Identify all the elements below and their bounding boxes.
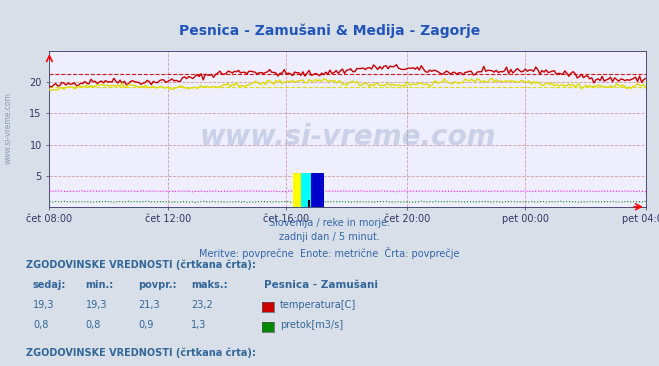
Text: min.:: min.: — [86, 280, 114, 290]
Text: Meritve: povprečne  Enote: metrične  Črta: povprečje: Meritve: povprečne Enote: metrične Črta:… — [199, 247, 460, 259]
Text: ZGODOVINSKE VREDNOSTI (črtkana črta):: ZGODOVINSKE VREDNOSTI (črtkana črta): — [26, 260, 256, 270]
Text: 21,3: 21,3 — [138, 300, 160, 310]
Text: 19,3: 19,3 — [33, 300, 55, 310]
Text: 0,8: 0,8 — [33, 320, 48, 330]
Text: 0,9: 0,9 — [138, 320, 154, 330]
Text: www.si-vreme.com: www.si-vreme.com — [3, 92, 13, 164]
Bar — [293, 172, 305, 207]
Text: ZGODOVINSKE VREDNOSTI (črtkana črta):: ZGODOVINSKE VREDNOSTI (črtkana črta): — [26, 348, 256, 358]
Text: maks.:: maks.: — [191, 280, 228, 290]
Text: www.si-vreme.com: www.si-vreme.com — [200, 123, 496, 151]
Text: 19,3: 19,3 — [86, 300, 107, 310]
Text: sedaj:: sedaj: — [33, 280, 67, 290]
Bar — [301, 172, 313, 207]
Text: 0,8: 0,8 — [86, 320, 101, 330]
Text: Slovenija / reke in morje.: Slovenija / reke in morje. — [269, 218, 390, 228]
Text: temperatura[C]: temperatura[C] — [280, 300, 357, 310]
Bar — [311, 172, 324, 207]
Text: Pesnica - Zamušani & Medija - Zagorje: Pesnica - Zamušani & Medija - Zagorje — [179, 24, 480, 38]
Text: zadnji dan / 5 minut.: zadnji dan / 5 minut. — [279, 232, 380, 242]
Text: povpr.:: povpr.: — [138, 280, 177, 290]
Text: 1,3: 1,3 — [191, 320, 206, 330]
Text: 23,2: 23,2 — [191, 300, 213, 310]
Text: Pesnica - Zamušani: Pesnica - Zamušani — [264, 280, 378, 290]
Text: pretok[m3/s]: pretok[m3/s] — [280, 320, 343, 330]
